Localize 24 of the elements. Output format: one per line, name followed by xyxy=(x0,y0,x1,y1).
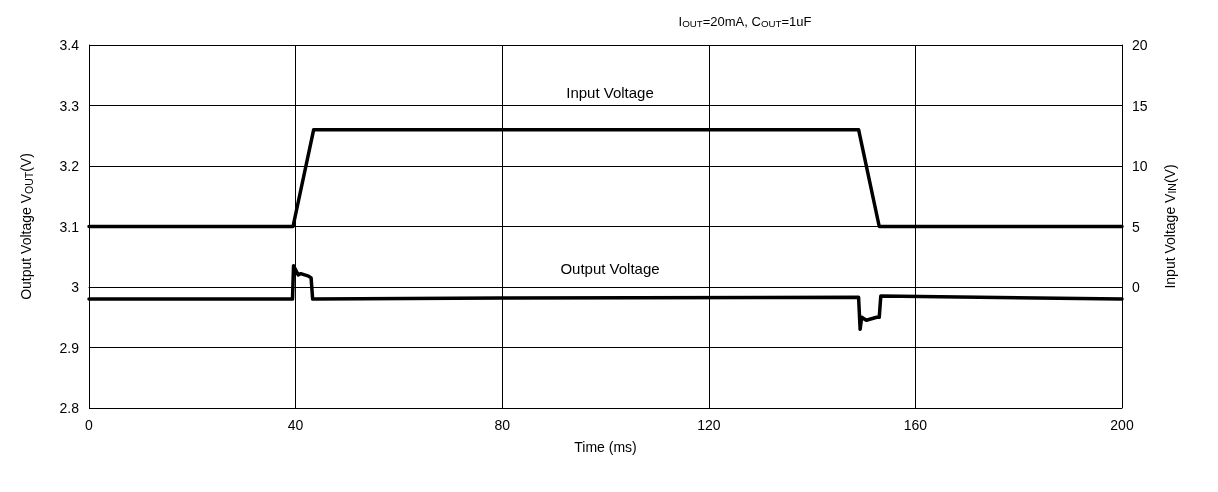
annotation: Output Voltage xyxy=(560,259,660,277)
x-tick-label: 80 xyxy=(494,417,511,433)
x-axis-title: Time (ms) xyxy=(574,439,637,455)
y-tick-label: 2.9 xyxy=(59,339,80,356)
y-tick-label: 3.1 xyxy=(59,218,80,235)
chart-title: IOUT=20mA, COUT=1uF xyxy=(678,14,812,30)
y2-tick-label: 0 xyxy=(1132,279,1140,295)
y2-tick-label: 10 xyxy=(1132,158,1148,174)
x-tick-label: 0 xyxy=(85,417,94,433)
y2-tick-label: 20 xyxy=(1132,37,1148,53)
annotation: Input Voltage xyxy=(566,83,654,101)
y-tick-label: 2.8 xyxy=(59,400,80,416)
y-axis-title: Output Voltage VOUT(V) xyxy=(18,153,35,300)
y-tick-label: 3 xyxy=(71,279,80,295)
y-tick-label: 3.3 xyxy=(59,97,80,114)
y2-tick-label: 15 xyxy=(1132,97,1148,114)
x-tick-label: 40 xyxy=(287,417,304,433)
x-tick-label: 120 xyxy=(697,417,721,433)
y-tick-label: 3.4 xyxy=(59,37,80,53)
y2-axis-title: Input Voltage VIN(V) xyxy=(1161,164,1178,289)
x-tick-label: 160 xyxy=(903,417,928,433)
y-tick-label: 3.2 xyxy=(59,158,80,174)
y2-tick-label: 5 xyxy=(1132,218,1140,235)
x-tick-label: 200 xyxy=(1110,417,1134,433)
